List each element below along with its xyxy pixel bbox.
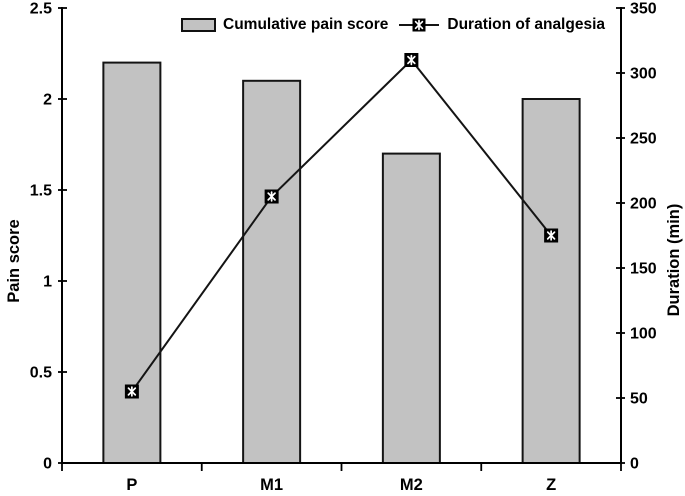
x-category-label-M1: M1	[260, 476, 283, 494]
bar-swatch-icon	[181, 18, 216, 32]
line-marker-icon	[399, 18, 440, 32]
y-tick-label-right: 250	[630, 131, 657, 148]
y-tick-label-right: 0	[630, 456, 639, 473]
bar-P	[102, 61, 162, 464]
y-tick-label-right: 350	[630, 1, 657, 18]
marker-asterisk-icon	[407, 55, 416, 65]
duration-line	[131, 58, 552, 393]
x-category-label-M2: M2	[400, 476, 423, 494]
marker-asterisk-icon	[267, 192, 276, 201]
y-tick-label-left: 1	[43, 274, 52, 291]
legend: Cumulative pain score Duration of analge…	[181, 12, 605, 38]
legend-label-pain-score: Cumulative pain score	[223, 16, 389, 33]
y-tick-label-left: 0.5	[30, 365, 52, 382]
y-tick-label-left: 0	[43, 456, 52, 473]
y-tick-label-right: 100	[630, 326, 657, 343]
y-tick-label-right: 50	[630, 391, 648, 408]
bar-M1	[242, 79, 302, 465]
bar-Z	[521, 98, 581, 464]
legend-item-pain-score: Cumulative pain score	[181, 16, 388, 34]
marker-asterisk-icon	[127, 387, 137, 396]
y-tick-label-left: 2	[43, 92, 52, 109]
x-category-label-Z: Z	[546, 476, 556, 494]
y-tick-label-right: 300	[630, 66, 657, 83]
legend-item-duration: Duration of analgesia	[398, 16, 605, 34]
y-tick-label-left: 1.5	[30, 183, 52, 200]
marker-asterisk-icon	[546, 231, 556, 240]
y-tick-label-right: 200	[630, 196, 657, 213]
y-tick-label-left: 2.5	[30, 1, 52, 18]
y-tick-label-right: 150	[630, 261, 657, 278]
legend-label-duration: Duration of analgesia	[447, 16, 606, 33]
x-category-label-P: P	[126, 476, 137, 494]
bar-M2	[381, 152, 441, 464]
